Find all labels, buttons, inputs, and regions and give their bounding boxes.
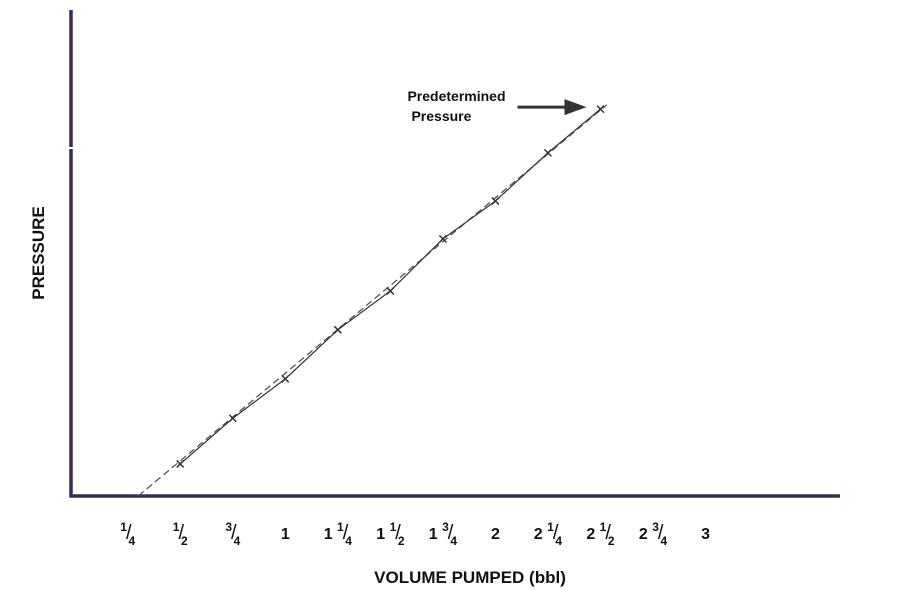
point-stroke <box>386 286 395 295</box>
x-tick-label: 1/2 <box>173 520 188 548</box>
data-point <box>281 374 290 383</box>
point-stroke <box>333 325 342 334</box>
annotation-arrowhead <box>564 99 587 116</box>
x-tick-label: 1 1/4 <box>324 520 353 548</box>
annotation-text: Predetermined <box>407 88 505 104</box>
point-stroke <box>438 234 447 243</box>
data-line <box>179 108 601 465</box>
data-point <box>491 196 500 206</box>
point-stroke <box>176 459 185 468</box>
annotation-text: Pressure <box>411 108 471 124</box>
point-stroke <box>543 148 552 157</box>
x-tick-label: 2 <box>491 526 500 543</box>
data-point <box>333 325 342 334</box>
data-point <box>596 105 605 114</box>
x-tick-label: 3 <box>701 526 710 543</box>
x-tick-label: 3/4 <box>225 520 240 548</box>
x-tick-label: 2 3/4 <box>639 520 668 548</box>
point-stroke <box>228 414 237 423</box>
data-point <box>543 148 552 157</box>
x-tick-label: 2 1/2 <box>586 520 615 548</box>
x-tick-label: 2 1/4 <box>534 520 563 548</box>
point-stroke <box>596 105 605 114</box>
y-axis-label: PRESSURE <box>29 206 48 300</box>
x-tick-label: 1/4 <box>120 520 135 548</box>
x-axis-label: VOLUME PUMPED (bbl) <box>374 568 566 587</box>
x-tick-label: 1 <box>281 526 290 543</box>
x-tick-label: 1 3/4 <box>429 520 458 548</box>
x-tick-label: 1 1/2 <box>376 520 405 548</box>
data-point <box>438 234 447 243</box>
data-point <box>176 459 185 468</box>
data-point <box>386 286 395 295</box>
data-point <box>228 414 237 423</box>
point-stroke <box>281 374 290 383</box>
point-stroke <box>491 196 500 206</box>
